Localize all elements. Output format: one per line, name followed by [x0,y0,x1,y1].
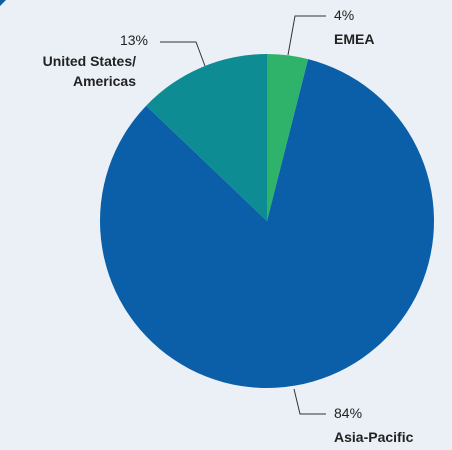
slice-label-emea: EMEA [334,31,374,47]
label-group-asia-pacific: 84% Asia-Pacific [293,388,414,445]
value-label-emea: 4% [334,7,354,23]
value-label-americas: 13% [120,32,148,48]
slice-label-americas-line2: Americas [73,73,136,89]
label-group-americas: 13% United States/ Americas [43,32,206,89]
value-label-asia-pacific: 84% [334,405,362,421]
slice-label-asia-pacific: Asia-Pacific [334,429,414,445]
pie-slices [100,54,435,388]
leader-line-asia-pacific [293,388,326,415]
leader-line-emea [287,15,326,56]
pie-slice-emea [267,54,309,221]
label-group-emea: 4% EMEA [287,7,374,56]
pie-slice-asia-pacific [100,59,435,388]
pie-slice-united-states-americas [146,54,267,221]
slice-label-americas-line1: United States/ [43,53,136,69]
leader-line-americas [160,41,206,67]
corner-mark [0,0,6,6]
